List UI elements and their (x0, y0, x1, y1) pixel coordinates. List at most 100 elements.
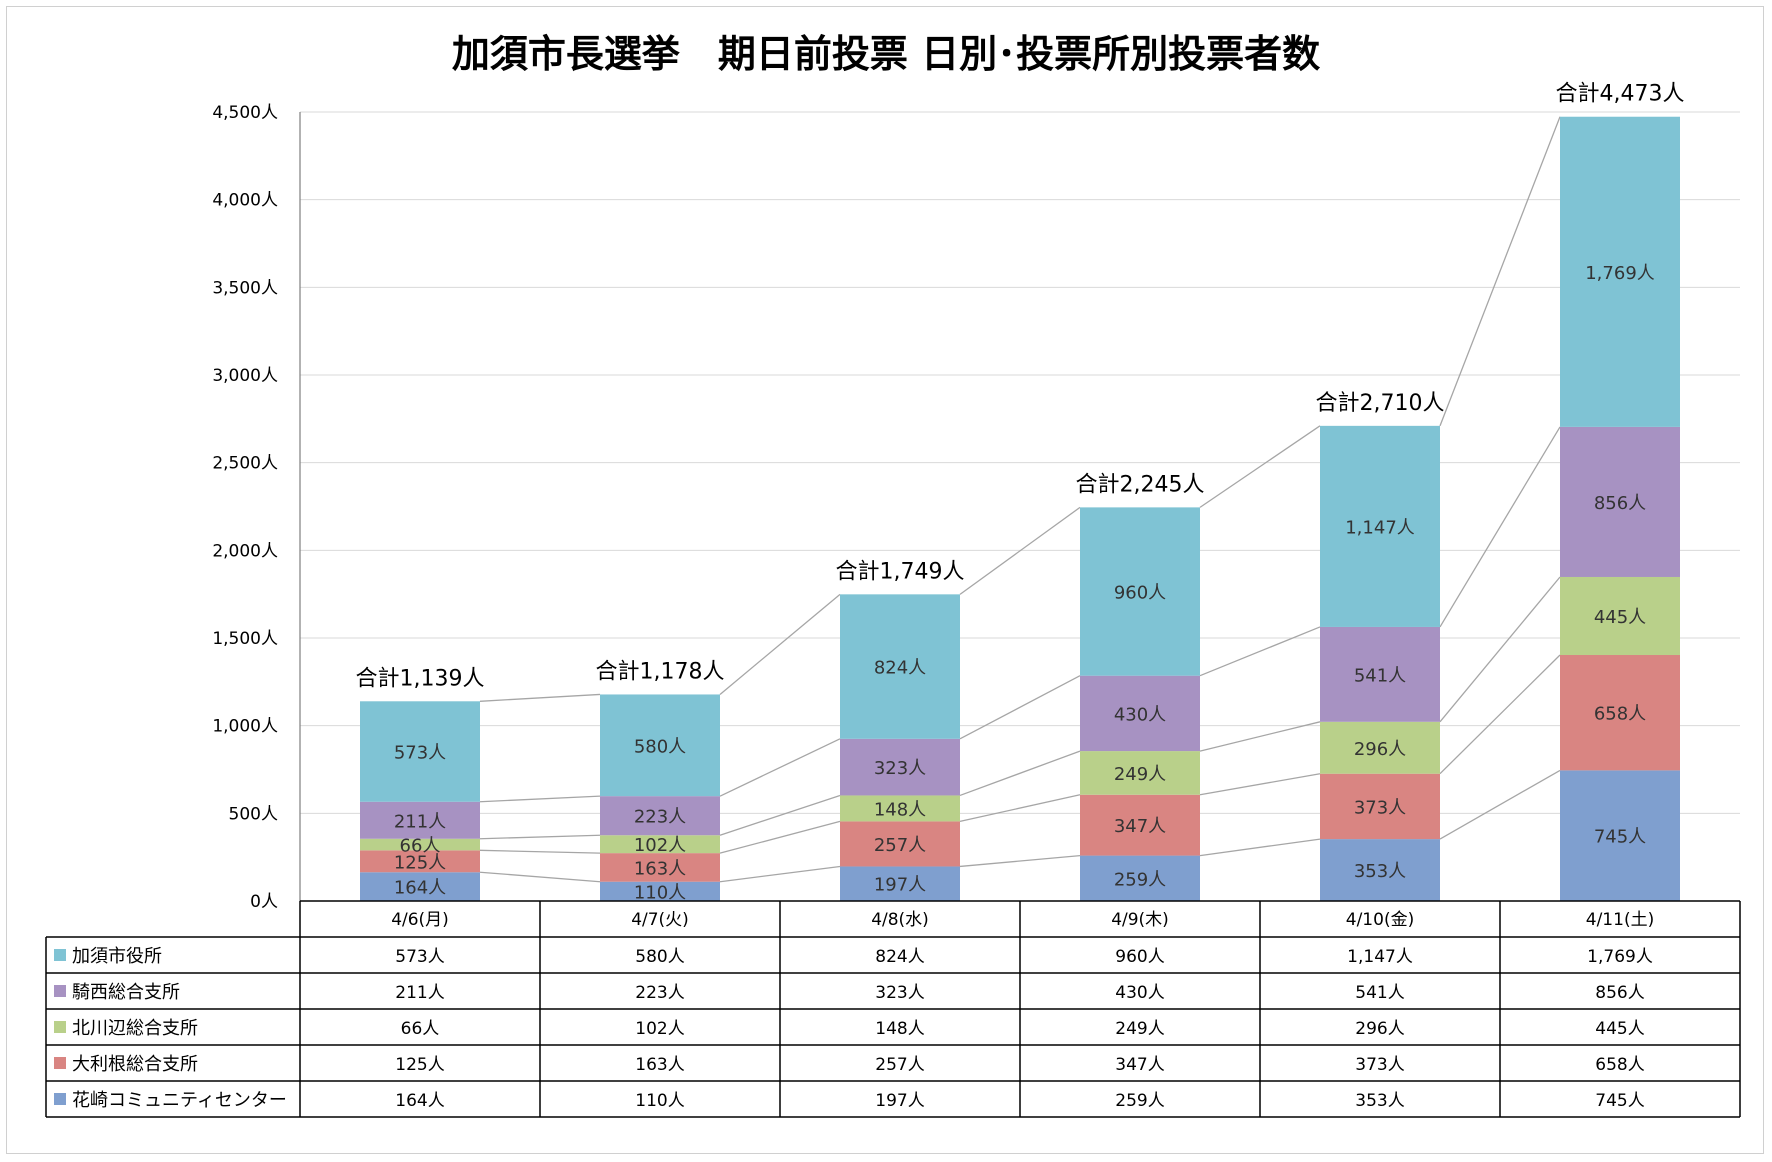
bars (360, 116, 1680, 901)
bar-segment (840, 738, 960, 796)
bar-segment (600, 881, 720, 901)
bar-segment (1320, 839, 1440, 901)
segment-value-label: 960人 (1114, 583, 1166, 604)
series-connector-line (719, 865, 841, 883)
legend-swatch (54, 985, 66, 997)
segment-value-label: 148人 (874, 799, 926, 820)
bar-segment (1560, 116, 1680, 427)
series-connector-line (959, 794, 1081, 823)
bar-segment (360, 872, 480, 901)
table-cell: 347人 (1115, 1055, 1164, 1075)
series-connector-line (1439, 576, 1561, 723)
legend-label: 加須市役所 (72, 946, 162, 967)
table-cell: 573人 (395, 947, 444, 967)
table-cell: 373人 (1355, 1055, 1404, 1075)
series-connector-line (479, 849, 601, 854)
y-tick-label: 2,500人 (212, 454, 278, 474)
table-cell: 296人 (1355, 1019, 1404, 1039)
bar-segment (1560, 426, 1680, 577)
category-label: 4/6(月) (391, 910, 449, 930)
bar-segment (1080, 675, 1200, 752)
bar-segment (360, 838, 480, 851)
segment-value-label: 197人 (874, 875, 926, 896)
bar-segment (360, 801, 480, 839)
series-connector-line (959, 750, 1081, 797)
series-connector-lines (479, 116, 1561, 883)
total-label: 合計2,245人 (1076, 472, 1205, 497)
series-connector-line (1199, 626, 1321, 677)
y-tick-label: 4,000人 (212, 191, 278, 211)
y-tick-label: 2,000人 (212, 541, 278, 561)
category-label: 4/11(土) (1586, 910, 1654, 930)
table-cell: 1,147人 (1347, 947, 1413, 967)
category-label: 4/8(水) (871, 910, 929, 930)
total-label: 合計1,178人 (596, 659, 725, 684)
y-tick-label: 500人 (229, 804, 278, 824)
table-cell: 223人 (635, 983, 684, 1003)
bar-segment (600, 835, 720, 854)
table-cell: 960人 (1115, 947, 1164, 967)
legend-swatch (54, 1021, 66, 1033)
segment-value-label: 353人 (1354, 861, 1406, 882)
segment-value-label: 347人 (1114, 816, 1166, 837)
bar-segment (1080, 855, 1200, 901)
table-cell: 110人 (635, 1091, 684, 1111)
legend-swatch (54, 1093, 66, 1105)
table-cell: 257人 (875, 1055, 924, 1075)
total-label: 合計1,139人 (356, 666, 485, 691)
table-cell: 445人 (1595, 1019, 1644, 1039)
bar-segment (1560, 655, 1680, 771)
table-cell: 249人 (1115, 1019, 1164, 1039)
segment-value-label: 164人 (394, 878, 446, 899)
segment-value-label: 110人 (634, 882, 686, 903)
y-tick-label: 3,000人 (212, 366, 278, 386)
bar-segment (1080, 507, 1200, 676)
segment-value-label: 257人 (874, 835, 926, 856)
segment-value-label: 658人 (1594, 704, 1646, 725)
bar-segment (840, 821, 960, 867)
legend-swatch (54, 1057, 66, 1069)
chart-title: 加須市長選挙 期日前投票 日別･投票所別投票者数 (452, 32, 1320, 76)
bar-segment (1320, 721, 1440, 774)
series-connector-line (1199, 721, 1321, 752)
series-connector-line (1199, 838, 1321, 857)
series-connector-line (479, 795, 601, 803)
series-connector-line (719, 738, 841, 797)
segment-value-label: 573人 (394, 743, 446, 764)
table-cell: 197人 (875, 1091, 924, 1111)
series-connector-line (1439, 769, 1561, 840)
segment-value-label: 1,147人 (1345, 517, 1415, 538)
y-tick-label: 3,500人 (212, 278, 278, 298)
table-cell: 102人 (635, 1019, 684, 1039)
series-connector-line (719, 593, 841, 695)
table-cell: 323人 (875, 983, 924, 1003)
segment-value-label: 541人 (1354, 665, 1406, 686)
y-tick-label: 4,500人 (212, 103, 278, 123)
segment-value-label: 249人 (1114, 764, 1166, 785)
category-label: 4/7(火) (631, 910, 689, 930)
bar-segment (360, 701, 480, 802)
category-label: 4/9(木) (1111, 910, 1169, 930)
data-table: 4/6(月) 4/7(火) 4/8(水) 4/9(木) 4/10(金) 4/11(土) 加須… (45, 900, 1741, 1118)
total-label: 合計4,473人 (1556, 82, 1685, 107)
segment-value-label: 102人 (634, 835, 686, 856)
series-connector-line (479, 871, 601, 883)
bar-segment (840, 866, 960, 901)
y-tick-label: 0人 (250, 892, 278, 912)
table-cell: 541人 (1355, 983, 1404, 1003)
total-label: 合計1,749人 (836, 559, 965, 584)
table-cell: 66人 (401, 1019, 440, 1039)
series-connector-line (719, 820, 841, 854)
table-cell: 824人 (875, 947, 924, 967)
bar-segment (1320, 425, 1440, 627)
series-connector-line (1439, 116, 1561, 427)
bar-segment (1320, 773, 1440, 840)
bar-segment (1560, 576, 1680, 656)
series-connector-line (959, 675, 1081, 740)
bar-segment (840, 594, 960, 739)
total-label: 合計2,710人 (1316, 391, 1445, 416)
bar-segment (600, 853, 720, 882)
segment-value-label: 66人 (400, 836, 441, 857)
segment-value-label: 1,769人 (1585, 263, 1655, 284)
y-tick-label: 1,500人 (212, 629, 278, 649)
